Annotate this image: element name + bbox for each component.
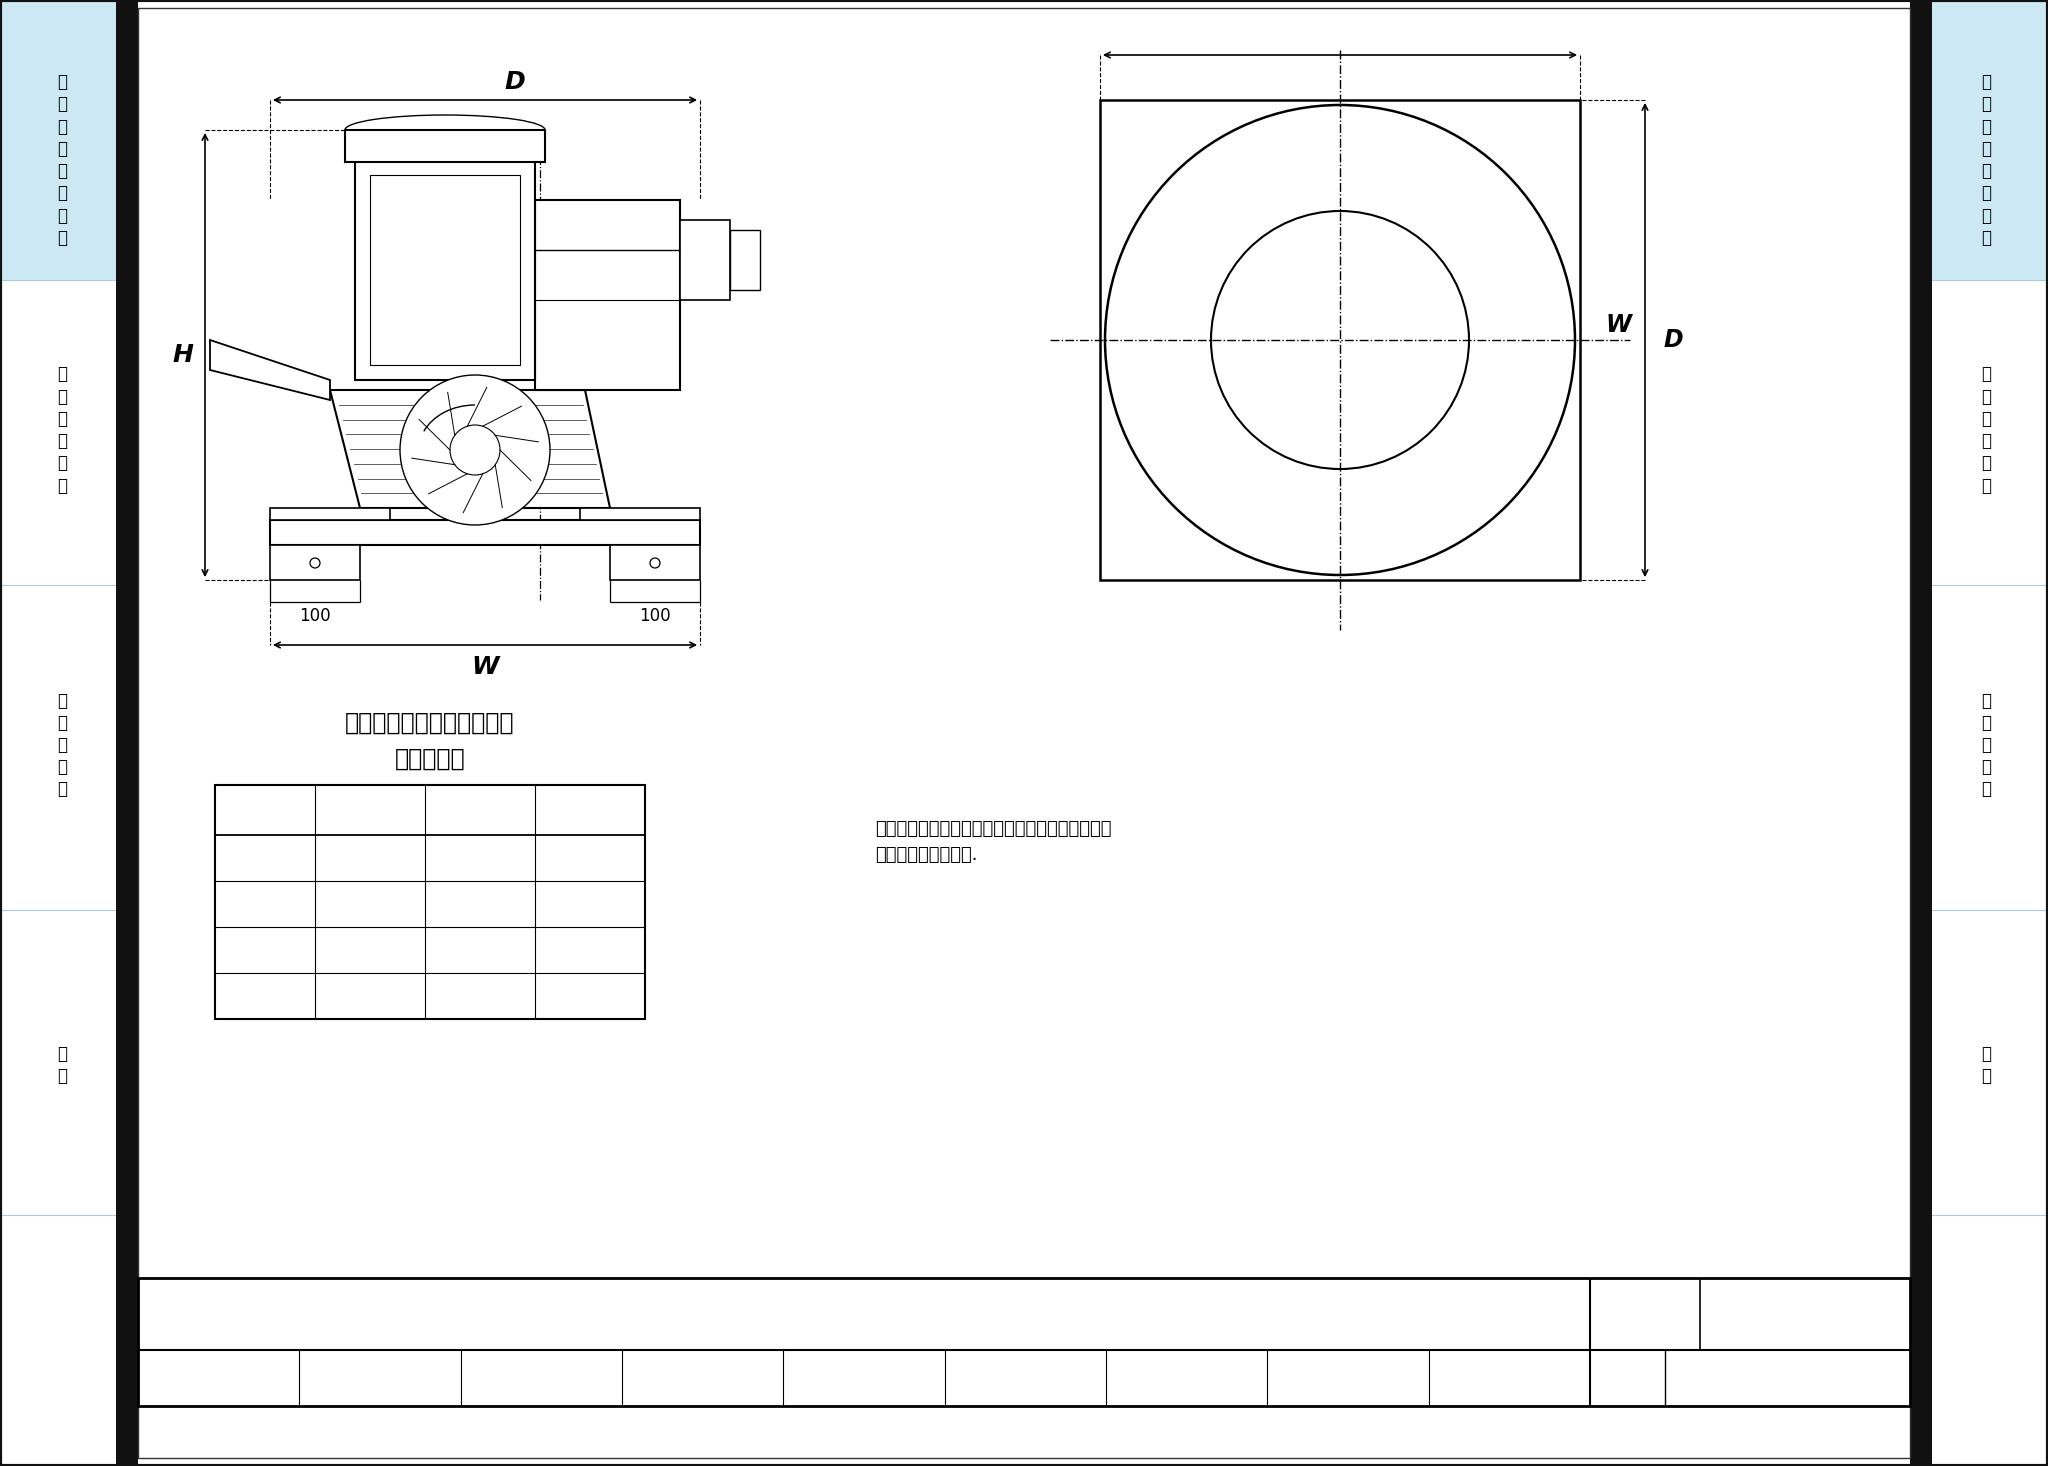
Polygon shape — [211, 340, 330, 400]
Text: 设计: 设计 — [1178, 1371, 1196, 1385]
Text: 1450: 1450 — [348, 941, 393, 959]
Text: 100: 100 — [639, 607, 672, 625]
Text: W: W — [580, 800, 600, 819]
Text: 49: 49 — [1774, 1368, 1802, 1388]
Text: 9: 9 — [260, 941, 270, 959]
Text: 高也也: 高也也 — [1014, 1371, 1038, 1385]
Text: 1100: 1100 — [348, 849, 393, 866]
Polygon shape — [330, 390, 610, 509]
Bar — [535, 199, 680, 390]
Text: 外形尺寸表: 外形尺寸表 — [395, 748, 465, 771]
Bar — [1911, 0, 1931, 1466]
Text: 1590: 1590 — [348, 987, 393, 1006]
Text: 消
防
排
烟
风
机
安
装: 消 防 排 烟 风 机 安 装 — [1980, 73, 1991, 246]
Text: 6.75: 6.75 — [246, 849, 285, 866]
Text: 赵雷昌: 赵雷昌 — [852, 1371, 877, 1385]
Text: 屋顶式排烟风机（离心式）: 屋顶式排烟风机（离心式） — [764, 1290, 965, 1318]
Text: 僅建勋: 僅建勋 — [367, 1371, 393, 1385]
Text: 900: 900 — [573, 849, 606, 866]
Text: D: D — [1663, 328, 1683, 352]
Text: 校对: 校对 — [694, 1371, 711, 1385]
Text: 屋顶式排烟风机（离心式）: 屋顶式排烟风机（离心式） — [346, 711, 514, 734]
Text: 防
排
烟
风
管: 防 排 烟 风 管 — [1980, 692, 1991, 799]
Text: 张纵尧: 张纵尧 — [1497, 1371, 1522, 1385]
Text: 900: 900 — [463, 849, 498, 866]
Text: 附
录: 附 录 — [57, 1045, 68, 1085]
Text: D: D — [504, 70, 526, 94]
Text: 10: 10 — [254, 987, 276, 1006]
Bar — [354, 160, 535, 380]
Circle shape — [649, 559, 659, 567]
Bar — [580, 509, 700, 520]
Text: 22K311-5: 22K311-5 — [1749, 1303, 1862, 1324]
Text: D: D — [362, 800, 379, 819]
Text: W: W — [1606, 314, 1630, 337]
Bar — [1925, 0, 2048, 280]
Bar — [270, 545, 360, 581]
Bar — [344, 130, 545, 163]
Bar — [371, 174, 520, 365]
Text: 1100: 1100 — [457, 941, 502, 959]
Text: 页: 页 — [1622, 1369, 1632, 1387]
Bar — [680, 220, 729, 301]
Bar — [610, 545, 700, 581]
Bar — [270, 509, 389, 520]
Text: 图集号: 图集号 — [1628, 1305, 1661, 1322]
Text: 1100: 1100 — [567, 941, 612, 959]
Text: 900: 900 — [463, 896, 498, 913]
Circle shape — [1106, 106, 1575, 575]
Text: 1200: 1200 — [348, 896, 393, 913]
Bar — [0, 0, 123, 280]
Circle shape — [451, 425, 500, 475]
Text: 注：本表是根据特定产品编制的，选用时应根据产
品外形尺寸进行复核.: 注：本表是根据特定产品编制的，选用时应根据产 品外形尺寸进行复核. — [874, 819, 1112, 865]
Circle shape — [309, 559, 319, 567]
Text: 1200: 1200 — [457, 987, 502, 1006]
Bar — [117, 0, 137, 1466]
Bar — [137, 1278, 1911, 1406]
Text: 附
录: 附 录 — [1980, 1045, 1991, 1085]
Bar — [215, 784, 645, 1019]
Text: 张欣然: 张欣然 — [1335, 1371, 1360, 1385]
Text: 鲁彤: 鲁彤 — [532, 1371, 549, 1385]
Text: H: H — [172, 343, 193, 366]
Text: 审核: 审核 — [211, 1371, 227, 1385]
Text: 1200: 1200 — [567, 987, 612, 1006]
Bar — [1100, 100, 1579, 581]
Bar — [270, 520, 700, 545]
Text: H: H — [471, 800, 487, 819]
Text: 防
火
阀
门
安
装: 防 火 阀 门 安 装 — [57, 365, 68, 494]
Circle shape — [399, 375, 551, 525]
Text: 防
排
烟
风
管: 防 排 烟 风 管 — [57, 692, 68, 799]
Text: 机号: 机号 — [254, 800, 276, 819]
Text: 7.5: 7.5 — [250, 896, 279, 913]
Text: W: W — [471, 655, 500, 679]
Text: 消
防
排
烟
风
机
安
装: 消 防 排 烟 风 机 安 装 — [57, 73, 68, 246]
Text: 防
火
阀
门
安
装: 防 火 阀 门 安 装 — [1980, 365, 1991, 494]
Circle shape — [1210, 211, 1468, 469]
Text: 900: 900 — [573, 896, 606, 913]
Bar — [137, 7, 1911, 1459]
Bar — [729, 230, 760, 290]
Text: 100: 100 — [299, 607, 332, 625]
Text: 外形尺寸表: 外形尺寸表 — [823, 1316, 905, 1344]
